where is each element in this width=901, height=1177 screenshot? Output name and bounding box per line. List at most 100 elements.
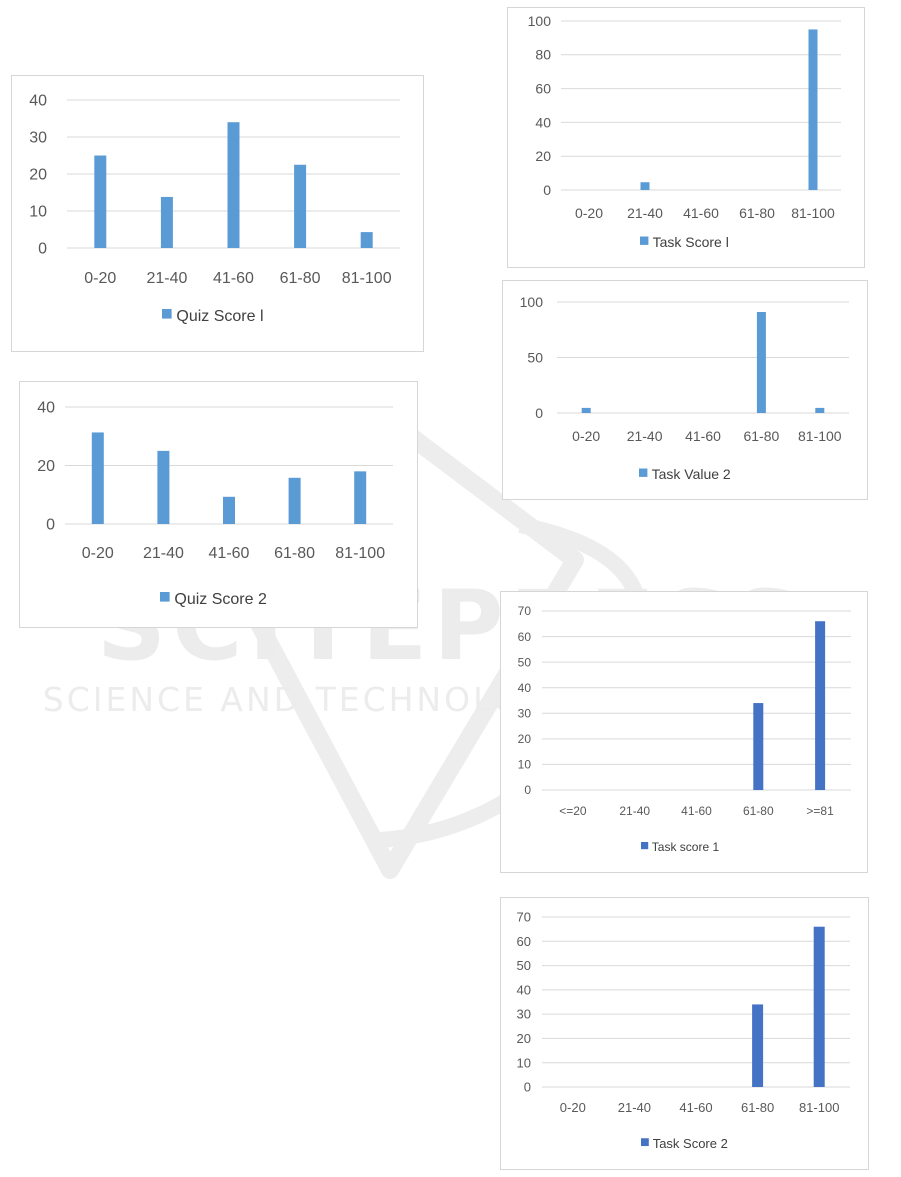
bar xyxy=(157,450,170,524)
x-tick-label: 21-40 xyxy=(618,1100,651,1115)
legend-swatch xyxy=(641,1138,649,1147)
legend-swatch xyxy=(639,468,648,477)
x-tick-label: 61-80 xyxy=(743,804,774,818)
bar xyxy=(756,311,766,413)
bar xyxy=(223,496,235,524)
legend-swatch xyxy=(162,309,172,319)
bar xyxy=(815,621,826,790)
y-tick-label: 0 xyxy=(535,405,543,421)
x-tick-label: 81-100 xyxy=(335,545,385,562)
y-tick-label: 60 xyxy=(535,81,551,97)
y-tick-label: 0 xyxy=(38,241,47,258)
y-tick-label: 20 xyxy=(29,167,47,184)
y-tick-label: 20 xyxy=(37,458,55,475)
x-tick-label: 0-20 xyxy=(560,1100,586,1115)
x-tick-label: 61-80 xyxy=(741,1100,774,1115)
chart-task-value-2: 0 50 100 0-20 21-40 41-60 61-80 81-100 Task Valu… xyxy=(502,280,868,500)
bar xyxy=(753,703,764,790)
y-tick-label: 30 xyxy=(29,130,47,147)
chart-svg: 0 20 40 60 80 100 0-20 21-40 41-60 61-80 81-100 Tas… xyxy=(528,13,841,250)
legend-swatch xyxy=(641,842,649,850)
chart-svg: 0 50 100 0-20 21-40 41-60 61-80 81-100 Task Valu… xyxy=(520,294,849,482)
x-tick-label: 61-80 xyxy=(743,428,779,444)
bar xyxy=(752,1004,764,1087)
bar xyxy=(160,196,173,248)
chart-svg: 0 20 40 0-20 21-40 41-60 61-80 81-100 Quiz Score… xyxy=(37,400,393,608)
y-tick-label: 10 xyxy=(518,758,532,772)
y-tick-label: 100 xyxy=(528,13,552,29)
legend-label: Task Score 2 xyxy=(653,1136,728,1151)
x-tick-label: 21-40 xyxy=(143,545,184,562)
x-tick-label: 21-40 xyxy=(627,205,663,221)
x-tick-label: 21-40 xyxy=(619,804,650,818)
y-tick-label: 0 xyxy=(543,182,551,198)
y-tick-label: 20 xyxy=(517,1031,531,1046)
legend-label: Task Value 2 xyxy=(652,466,731,482)
x-tick-label: 41-60 xyxy=(685,428,721,444)
y-tick-label: 0 xyxy=(46,517,55,534)
chart-quiz-score-1: 0 10 20 30 40 0-20 21-40 41-60 61-80 81-100 Quiz S… xyxy=(11,75,424,352)
x-tick-label: 61-80 xyxy=(274,545,315,562)
legend-label: Task score 1 xyxy=(652,840,720,854)
bar xyxy=(813,926,825,1087)
y-tick-label: 80 xyxy=(535,47,551,63)
chart-task-score-1-top: 0 20 40 60 80 100 0-20 21-40 41-60 61-80 81-100 Tas… xyxy=(507,7,865,268)
bar xyxy=(94,155,107,248)
x-tick-label: 0-20 xyxy=(82,545,114,562)
chart-svg: 0 10 20 30 40 50 60 70 <=20 21-40 41-60 61-80 >=81 Ta… xyxy=(518,604,851,854)
y-tick-label: 70 xyxy=(518,604,532,618)
legend-label: Quiz Score l xyxy=(176,308,263,325)
bar xyxy=(360,232,373,248)
y-tick-label: 20 xyxy=(535,148,551,164)
x-tick-label: <=20 xyxy=(559,804,587,818)
x-tick-label: 21-40 xyxy=(627,428,663,444)
bar xyxy=(640,182,650,190)
y-tick-label: 0 xyxy=(524,783,531,797)
bar xyxy=(91,432,104,524)
y-tick-label: 40 xyxy=(518,681,532,695)
chart-svg: 0 10 20 30 40 0-20 21-40 41-60 61-80 81-100 Quiz S… xyxy=(29,93,400,325)
legend-label: Task Score l xyxy=(653,234,729,250)
bar xyxy=(815,407,825,413)
y-tick-label: 60 xyxy=(517,934,531,949)
x-tick-label: 41-60 xyxy=(213,270,254,287)
bar xyxy=(808,29,818,191)
bar xyxy=(294,164,307,248)
y-tick-label: 10 xyxy=(517,1055,531,1070)
y-tick-label: 40 xyxy=(517,982,531,997)
y-tick-label: 100 xyxy=(520,294,544,310)
y-tick-label: 50 xyxy=(518,655,532,669)
y-tick-label: 50 xyxy=(517,958,531,973)
y-tick-label: 40 xyxy=(37,400,55,417)
chart-task-score-2: 0 10 20 30 40 50 60 70 0-20 21-40 41-60 61-80 81-100… xyxy=(500,897,869,1170)
x-tick-label: 0-20 xyxy=(572,428,600,444)
legend-swatch xyxy=(160,592,170,602)
y-tick-label: 10 xyxy=(29,204,47,221)
x-tick-label: >=81 xyxy=(806,804,834,818)
x-tick-label: 81-100 xyxy=(791,205,835,221)
x-tick-label: 81-100 xyxy=(799,1100,839,1115)
bar xyxy=(354,471,367,524)
bar xyxy=(581,407,591,413)
x-tick-label: 0-20 xyxy=(84,270,116,287)
x-tick-label: 41-60 xyxy=(209,545,250,562)
chart-svg: 0 10 20 30 40 50 60 70 0-20 21-40 41-60 61-80 81-100… xyxy=(517,910,850,1151)
x-tick-label: 61-80 xyxy=(280,270,321,287)
y-tick-label: 40 xyxy=(29,93,47,110)
y-tick-label: 30 xyxy=(517,1007,531,1022)
y-tick-label: 40 xyxy=(535,114,551,130)
y-tick-label: 20 xyxy=(518,732,532,746)
y-tick-label: 0 xyxy=(524,1080,531,1095)
y-tick-label: 30 xyxy=(518,706,532,720)
y-tick-label: 50 xyxy=(527,349,543,365)
chart-task-score-1-bottom: 0 10 20 30 40 50 60 70 <=20 21-40 41-60 61-80 >=81 Ta… xyxy=(500,591,868,873)
bar xyxy=(227,122,240,248)
bar xyxy=(288,477,301,524)
x-tick-label: 41-60 xyxy=(679,1100,712,1115)
x-tick-label: 81-100 xyxy=(342,270,392,287)
x-tick-label: 0-20 xyxy=(575,205,603,221)
x-tick-label: 41-60 xyxy=(683,205,719,221)
y-tick-label: 70 xyxy=(517,910,531,925)
x-tick-label: 41-60 xyxy=(681,804,712,818)
chart-quiz-score-2: 0 20 40 0-20 21-40 41-60 61-80 81-100 Quiz Score… xyxy=(19,381,418,628)
